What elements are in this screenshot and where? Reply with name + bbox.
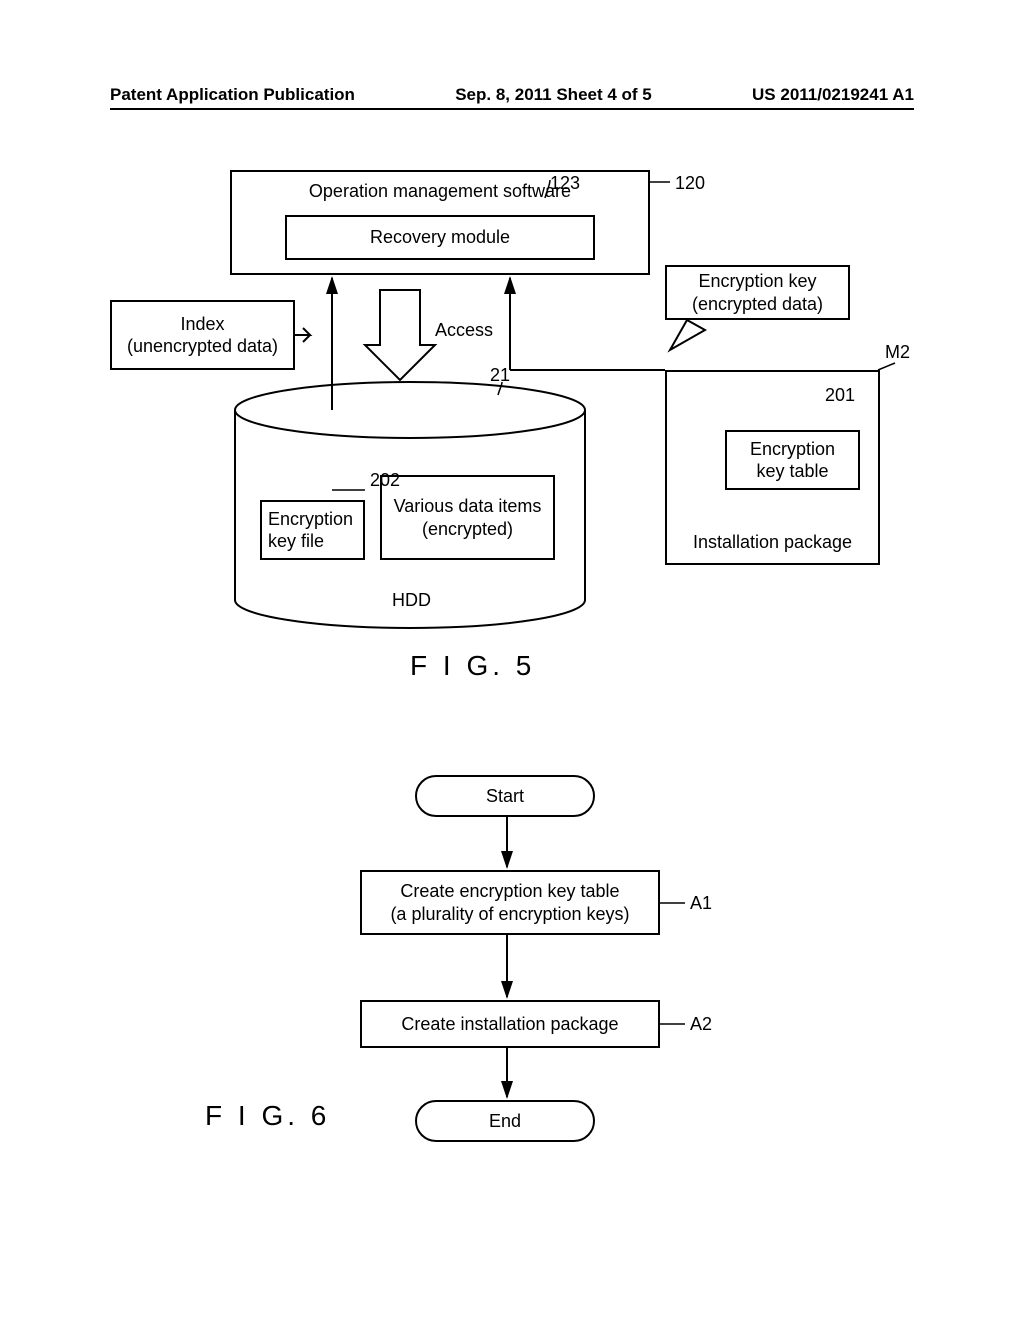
start-label: Start [486,786,524,807]
ref-21: 21 [490,365,510,386]
hdd-label: HDD [392,590,431,611]
index-box: Index (unencrypted data) [110,300,295,370]
header-right: US 2011/0219241 A1 [752,85,914,105]
header-left: Patent Application Publication [110,85,355,105]
figure-6: Start Create encryption key table (a plu… [110,775,910,1235]
end-label: End [489,1111,521,1132]
step-a2-box: Create installation package [360,1000,660,1048]
page-header: Patent Application Publication Sep. 8, 2… [0,85,1024,105]
step-a1-label: Create encryption key table (a plurality… [390,880,629,925]
encryption-key-callout: Encryption key (encrypted data) [665,265,850,320]
installation-package-label: Installation package [693,531,852,554]
ref-120: 120 [675,173,705,194]
ref-202: 202 [370,470,400,491]
header-center: Sep. 8, 2011 Sheet 4 of 5 [455,85,652,105]
ref-m2: M2 [885,342,910,363]
various-data-items-label: Various data items (encrypted) [394,495,542,540]
ref-201: 201 [825,385,855,406]
encryption-key-file-label: Encryption key file [268,508,353,553]
various-data-items-box: Various data items (encrypted) [380,475,555,560]
recovery-module-label: Recovery module [370,226,510,249]
step-a2-label: Create installation package [401,1013,618,1036]
header-rule [110,108,914,110]
access-arrow [365,290,435,380]
start-terminator: Start [415,775,595,817]
end-terminator: End [415,1100,595,1142]
index-label: Index (unencrypted data) [127,313,278,358]
fig5-title: F I G. 5 [410,650,535,682]
step-a1-box: Create encryption key table (a plurality… [360,870,660,935]
access-label: Access [435,320,493,341]
fig6-title: F I G. 6 [205,1100,330,1132]
ref-a1: A1 [690,893,712,914]
ref-123: 123 [550,173,580,194]
encryption-key-file-box: Encryption key file [260,500,365,560]
encryption-key-table-label: Encryption key table [750,438,835,483]
recovery-module-box: Recovery module [285,215,595,260]
operation-management-label: Operation management software [309,180,571,203]
ref-a2: A2 [690,1014,712,1035]
figure-5: Operation management software Recovery m… [110,170,910,690]
encryption-key-table-box: Encryption key table [725,430,860,490]
encryption-key-callout-label: Encryption key (encrypted data) [692,270,823,315]
